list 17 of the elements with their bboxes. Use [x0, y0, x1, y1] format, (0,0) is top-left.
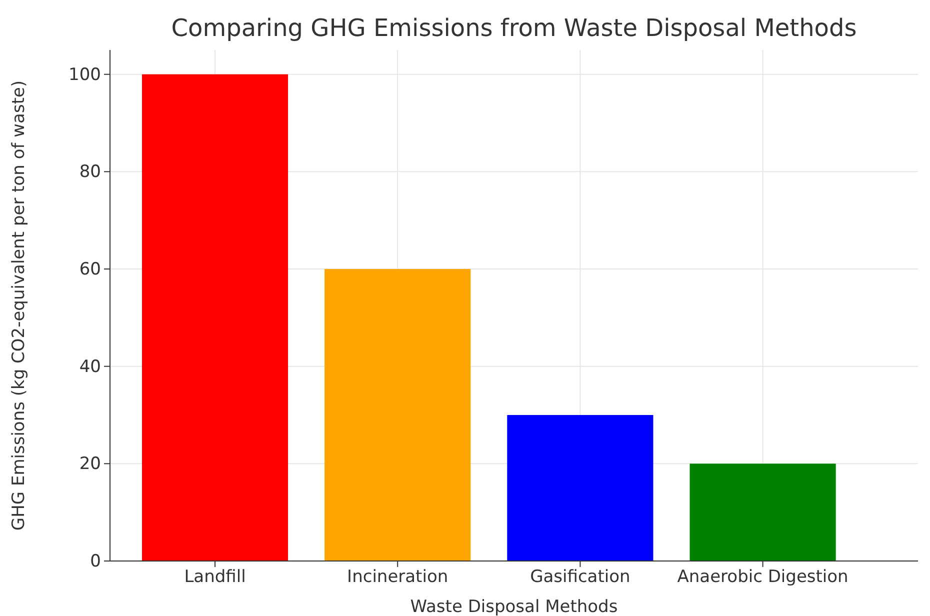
- bar: [142, 74, 288, 561]
- y-tick-label: 80: [79, 162, 101, 182]
- y-tick-label: 60: [79, 259, 101, 280]
- bar: [690, 464, 836, 561]
- y-tick-label: 100: [68, 64, 101, 85]
- y-tick-label: 40: [79, 356, 101, 377]
- chart-title: Comparing GHG Emissions from Waste Disposal Methods: [171, 14, 857, 42]
- bar: [507, 415, 654, 561]
- x-tick-label: Incineration: [347, 567, 448, 588]
- y-tick-label: 20: [79, 454, 101, 474]
- x-tick-label: Anaerobic Digestion: [677, 567, 848, 588]
- bar: [324, 269, 471, 561]
- x-axis-title: Waste Disposal Methods: [410, 597, 618, 616]
- y-tick-label: 0: [90, 551, 101, 572]
- x-tick-label: Gasification: [530, 567, 630, 588]
- y-axis-title: GHG Emissions (kg CO2-equivalent per ton of waste): [9, 80, 29, 531]
- x-tick-label: Landfill: [184, 567, 246, 588]
